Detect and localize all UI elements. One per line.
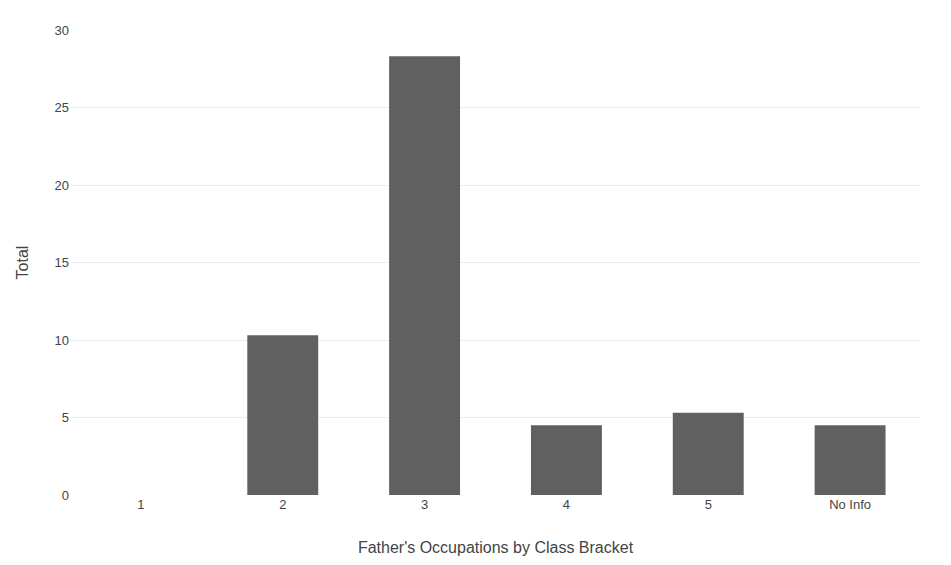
svg-text:15: 15 — [55, 255, 69, 270]
svg-text:10: 10 — [55, 333, 69, 348]
svg-text:4: 4 — [563, 497, 570, 512]
svg-text:0: 0 — [62, 488, 69, 503]
svg-text:3: 3 — [421, 497, 428, 512]
svg-text:25: 25 — [55, 100, 69, 115]
svg-text:Total: Total — [14, 246, 31, 280]
svg-text:No Info: No Info — [829, 497, 871, 512]
svg-text:1: 1 — [137, 497, 144, 512]
svg-text:2: 2 — [279, 497, 286, 512]
svg-text:5: 5 — [705, 497, 712, 512]
svg-text:Father's Occupations by Class: Father's Occupations by Class Bracket — [358, 539, 634, 556]
svg-text:5: 5 — [62, 410, 69, 425]
svg-text:30: 30 — [55, 23, 69, 38]
svg-text:20: 20 — [55, 178, 69, 193]
